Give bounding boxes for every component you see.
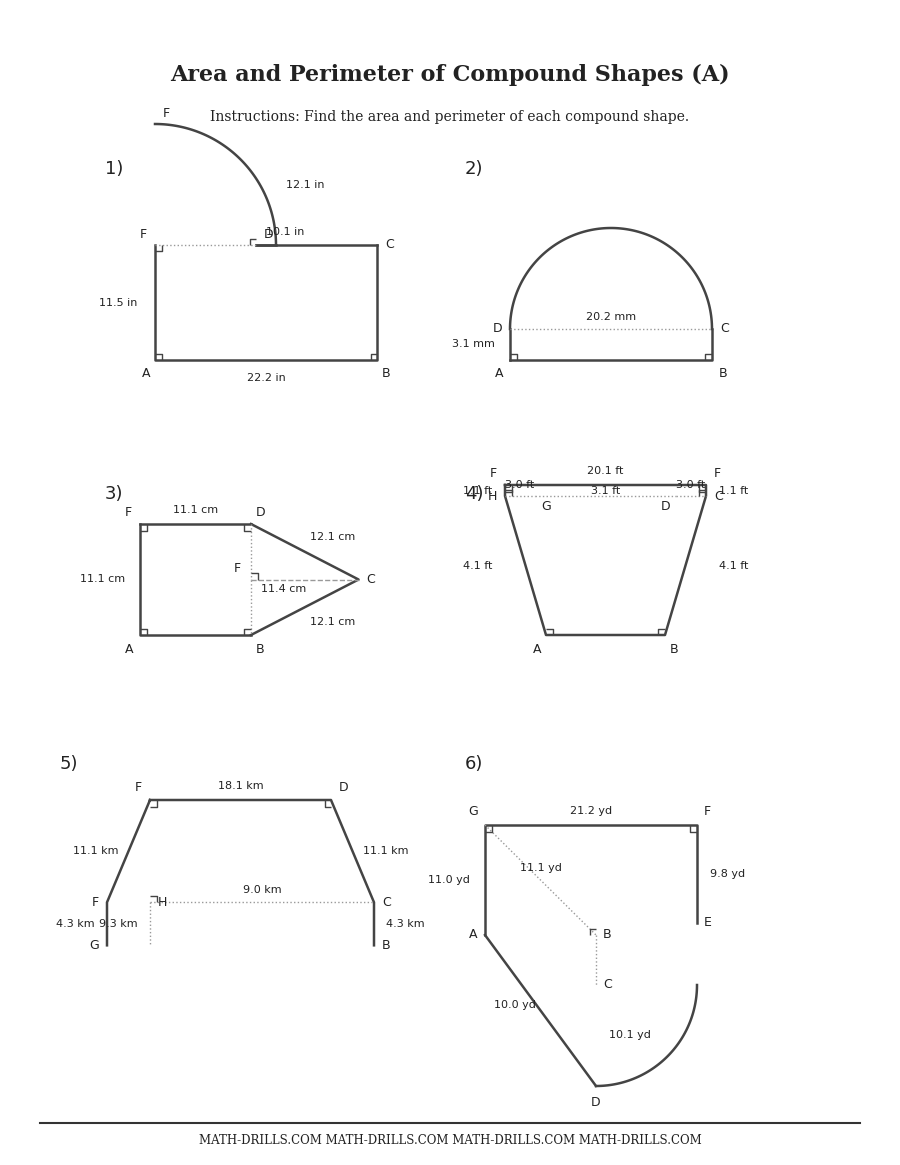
Text: 9.3 km: 9.3 km: [99, 919, 138, 929]
Text: 4.1 ft: 4.1 ft: [719, 560, 749, 571]
Text: A: A: [469, 929, 477, 941]
Text: F: F: [92, 896, 99, 909]
Text: 1.1 ft: 1.1 ft: [719, 486, 748, 495]
Text: MATH-DRILLS.COM MATH-DRILLS.COM MATH-DRILLS.COM MATH-DRILLS.COM: MATH-DRILLS.COM MATH-DRILLS.COM MATH-DRI…: [199, 1134, 701, 1146]
Text: 12.1 in: 12.1 in: [286, 179, 325, 190]
Text: 4.3 km: 4.3 km: [386, 919, 425, 929]
Text: Instructions: Find the area and perimeter of each compound shape.: Instructions: Find the area and perimete…: [211, 110, 689, 123]
Text: C: C: [714, 489, 723, 502]
Text: A: A: [141, 367, 150, 380]
Text: D: D: [256, 506, 266, 518]
Text: 3.1 ft: 3.1 ft: [591, 486, 620, 495]
Text: C: C: [366, 573, 375, 586]
Text: B: B: [603, 929, 612, 941]
Text: F: F: [704, 805, 711, 818]
Text: 3.1 mm: 3.1 mm: [452, 339, 495, 350]
Text: F: F: [490, 467, 497, 480]
Text: F: F: [140, 228, 147, 241]
Text: G: G: [89, 939, 99, 952]
Text: D: D: [661, 500, 670, 513]
Text: 12.1 cm: 12.1 cm: [310, 531, 355, 542]
Text: 3.0 ft: 3.0 ft: [677, 480, 706, 490]
Text: B: B: [382, 939, 391, 952]
Text: 4.3 km: 4.3 km: [57, 919, 95, 929]
Text: 1.1 ft: 1.1 ft: [463, 486, 492, 495]
Text: 11.1 cm: 11.1 cm: [80, 574, 125, 585]
Text: H: H: [488, 489, 497, 502]
Text: F: F: [714, 467, 721, 480]
Text: G: G: [541, 500, 551, 513]
Text: G: G: [468, 805, 478, 818]
Text: 3.0 ft: 3.0 ft: [506, 480, 535, 490]
Text: B: B: [719, 367, 727, 380]
Text: 10.1 in: 10.1 in: [266, 227, 304, 236]
Text: 20.2 mm: 20.2 mm: [586, 312, 636, 322]
Text: D: D: [591, 1096, 601, 1109]
Text: B: B: [670, 643, 679, 656]
Text: B: B: [382, 367, 391, 380]
Text: D: D: [264, 228, 274, 241]
Text: F: F: [125, 506, 132, 518]
Text: 10.1 yd: 10.1 yd: [609, 1031, 651, 1040]
Text: 12.1 cm: 12.1 cm: [310, 617, 355, 627]
Text: A: A: [494, 367, 503, 380]
Text: 11.5 in: 11.5 in: [99, 297, 137, 308]
Text: A: A: [533, 643, 541, 656]
Text: 4.1 ft: 4.1 ft: [463, 560, 492, 571]
Text: 10.0 yd: 10.0 yd: [493, 1001, 536, 1010]
Text: H: H: [158, 896, 167, 909]
Text: C: C: [603, 979, 612, 991]
Text: 11.4 cm: 11.4 cm: [261, 585, 306, 594]
Text: 20.1 ft: 20.1 ft: [588, 466, 624, 476]
Text: C: C: [382, 896, 391, 909]
Text: D: D: [339, 781, 348, 795]
Text: Area and Perimeter of Compound Shapes (A): Area and Perimeter of Compound Shapes (A…: [170, 64, 730, 86]
Text: 21.2 yd: 21.2 yd: [570, 806, 612, 816]
Text: 4): 4): [465, 485, 483, 503]
Text: A: A: [124, 643, 133, 656]
Text: 11.1 cm: 11.1 cm: [173, 504, 218, 515]
Text: 11.0 yd: 11.0 yd: [428, 875, 470, 885]
Text: 9.8 yd: 9.8 yd: [710, 869, 745, 880]
Text: D: D: [492, 323, 502, 336]
Text: 22.2 in: 22.2 in: [247, 373, 285, 383]
Text: 11.1 yd: 11.1 yd: [519, 863, 562, 873]
Text: C: C: [720, 323, 729, 336]
Text: 18.1 km: 18.1 km: [218, 781, 264, 791]
Text: 1): 1): [105, 160, 123, 178]
Text: F: F: [163, 107, 170, 120]
Text: 2): 2): [465, 160, 483, 178]
Text: 11.1 km: 11.1 km: [73, 846, 119, 856]
Text: C: C: [385, 239, 394, 252]
Text: B: B: [256, 643, 265, 656]
Text: 11.1 km: 11.1 km: [363, 846, 408, 856]
Text: 3): 3): [105, 485, 123, 503]
Text: F: F: [234, 563, 241, 576]
Text: 6): 6): [465, 755, 483, 774]
Text: E: E: [704, 917, 712, 930]
Text: 9.0 km: 9.0 km: [243, 885, 282, 896]
Text: 5): 5): [60, 755, 78, 774]
Text: F: F: [135, 781, 142, 795]
